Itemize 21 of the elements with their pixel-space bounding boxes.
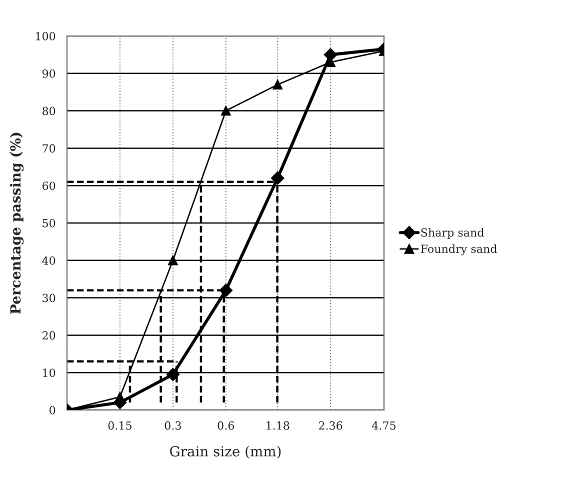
y-tick-label: 50 bbox=[42, 218, 56, 228]
y-tick-label: 0 bbox=[50, 406, 56, 414]
legend-label: Sharp sand bbox=[421, 228, 484, 239]
x-tick-label: 0.6 bbox=[218, 421, 234, 430]
x-tick-label: 1.18 bbox=[266, 421, 290, 430]
y-tick-label: 90 bbox=[42, 69, 56, 78]
y-tick-label: 100 bbox=[36, 32, 56, 40]
x-axis-title: Grain size (mm) bbox=[170, 446, 281, 458]
legend-label: Foundry sand bbox=[420, 244, 497, 256]
y-tick-label: 20 bbox=[42, 331, 56, 340]
y-tick-label: 30 bbox=[42, 294, 56, 302]
y-tick-label: 80 bbox=[42, 106, 56, 116]
x-tick-label: 4.75 bbox=[372, 421, 396, 430]
y-axis-title: Percentage passing (%) bbox=[10, 132, 24, 314]
y-tick-label: 10 bbox=[43, 368, 56, 377]
x-tick-label: 0.3 bbox=[164, 421, 181, 430]
y-tick-label: 60 bbox=[42, 182, 56, 190]
x-tick-label: 0.15 bbox=[108, 421, 132, 430]
y-tick-label: 40 bbox=[42, 256, 56, 265]
x-tick-label: 2.36 bbox=[318, 421, 342, 430]
y-tick-label: 70 bbox=[42, 144, 56, 153]
